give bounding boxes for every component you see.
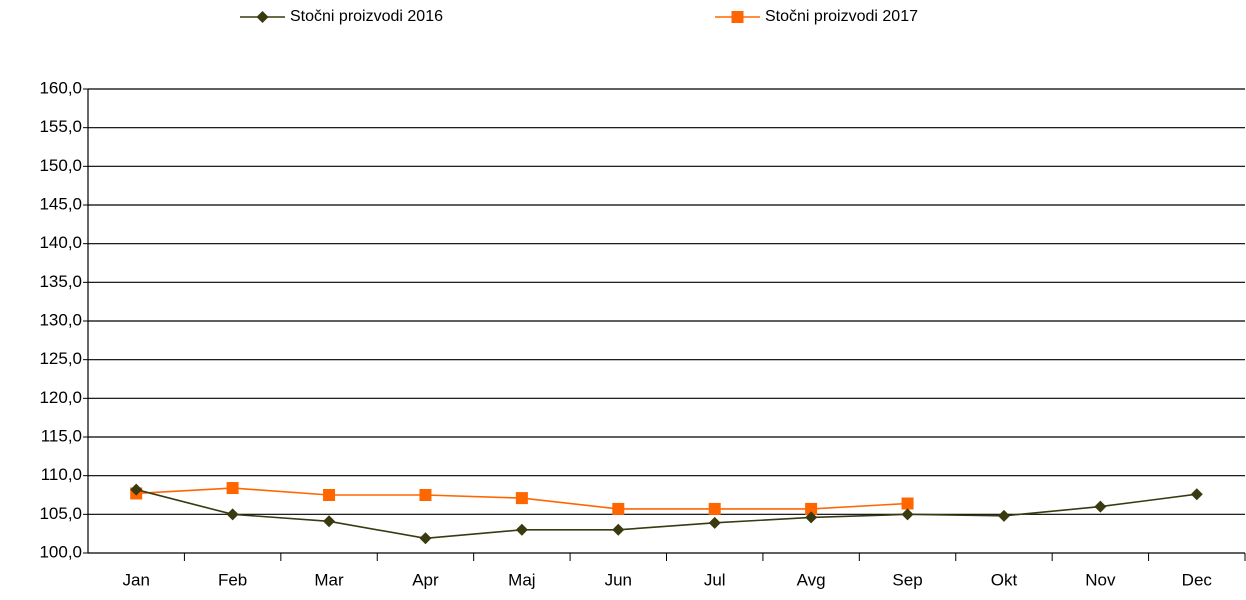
data-point	[901, 508, 914, 521]
data-point	[708, 516, 721, 529]
legend-marker	[731, 11, 744, 23]
y-tick-label: 150,0	[39, 156, 82, 175]
y-tick-label: 140,0	[39, 233, 82, 252]
x-tick-label: Okt	[991, 570, 1018, 589]
y-tick-label: 145,0	[39, 194, 82, 213]
data-point	[515, 492, 528, 505]
x-tick-label: Jul	[704, 570, 726, 589]
x-tick-label: Sep	[892, 570, 922, 589]
data-point	[901, 497, 914, 510]
data-point	[419, 489, 432, 501]
y-tick-label: 130,0	[39, 310, 82, 329]
y-tick-label: 120,0	[39, 388, 82, 407]
y-tick-label: 155,0	[39, 117, 82, 136]
data-point	[419, 532, 432, 545]
y-tick-label: 125,0	[39, 349, 82, 368]
data-point	[130, 483, 143, 496]
data-point	[323, 515, 336, 528]
x-tick-label: Maj	[508, 570, 535, 589]
x-tick-label: Avg	[797, 570, 826, 589]
data-point	[612, 502, 625, 515]
legend-label: Stočni proizvodi 2016	[290, 8, 443, 25]
x-tick-label: Jun	[605, 570, 632, 589]
data-point	[1094, 500, 1107, 513]
y-tick-label: 105,0	[39, 504, 82, 523]
legend-label: Stočni proizvodi 2017	[765, 8, 918, 25]
data-point	[515, 523, 528, 536]
y-tick-label: 160,0	[39, 78, 82, 97]
data-point	[612, 523, 625, 536]
x-tick-label: Jan	[122, 570, 149, 589]
data-point	[805, 502, 818, 515]
y-tick-label: 110,0	[41, 465, 82, 484]
x-tick-label: Mar	[314, 570, 344, 589]
x-tick-label: Nov	[1085, 570, 1116, 589]
x-tick-label: Dec	[1182, 570, 1213, 589]
legend: Stočni proizvodi 2016 Stočni proizvodi 20…	[240, 8, 918, 25]
x-tick-label: Feb	[218, 570, 247, 589]
legend-marker	[256, 11, 269, 23]
data-point	[708, 502, 721, 515]
data-point	[997, 509, 1010, 522]
data-point	[805, 511, 818, 524]
data-point	[226, 508, 239, 521]
data-point	[226, 482, 239, 495]
y-tick-label: 115,0	[41, 426, 82, 445]
series-line	[136, 488, 1197, 540]
y-tick-label: 100,0	[39, 542, 82, 561]
y-tick-label: 135,0	[39, 272, 82, 291]
data-point	[323, 489, 336, 501]
data-point	[1190, 488, 1203, 501]
x-tick-label: Apr	[412, 570, 439, 589]
